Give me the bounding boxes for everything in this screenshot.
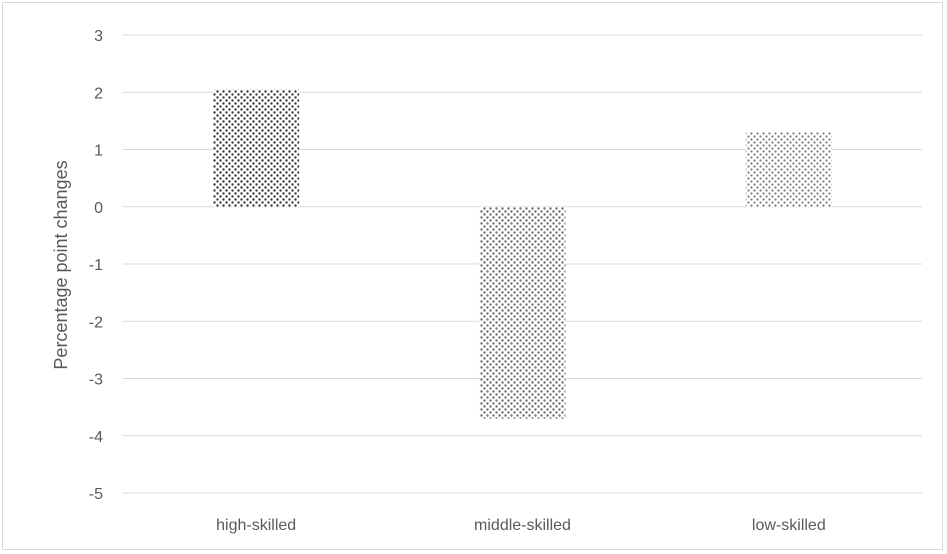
y-tick-label: 2: [94, 85, 103, 102]
y-tick-label: -2: [89, 314, 103, 331]
y-tick-label: -5: [89, 486, 103, 503]
x-tick-label: low-skilled: [752, 517, 826, 534]
y-tick-label: 3: [94, 28, 103, 45]
y-tick-labels: 3 2 1 0 -1 -2 -3 -4 -5: [89, 28, 103, 503]
bar-high-skilled: [213, 89, 300, 207]
x-tick-label: high-skilled: [216, 517, 296, 534]
bars: [213, 89, 832, 419]
bar-low-skilled: [745, 132, 832, 207]
y-tick-label: 0: [94, 200, 103, 217]
y-axis-title: Percentage point changes: [51, 160, 71, 369]
y-tick-label: -3: [89, 372, 103, 389]
x-tick-label: middle-skilled: [474, 517, 571, 534]
y-tick-label: -4: [89, 429, 103, 446]
bar-middle-skilled: [479, 206, 566, 419]
y-tick-label: 1: [94, 143, 103, 160]
y-tick-label: -1: [89, 257, 103, 274]
x-tick-labels: high-skilled middle-skilled low-skilled: [216, 517, 826, 534]
